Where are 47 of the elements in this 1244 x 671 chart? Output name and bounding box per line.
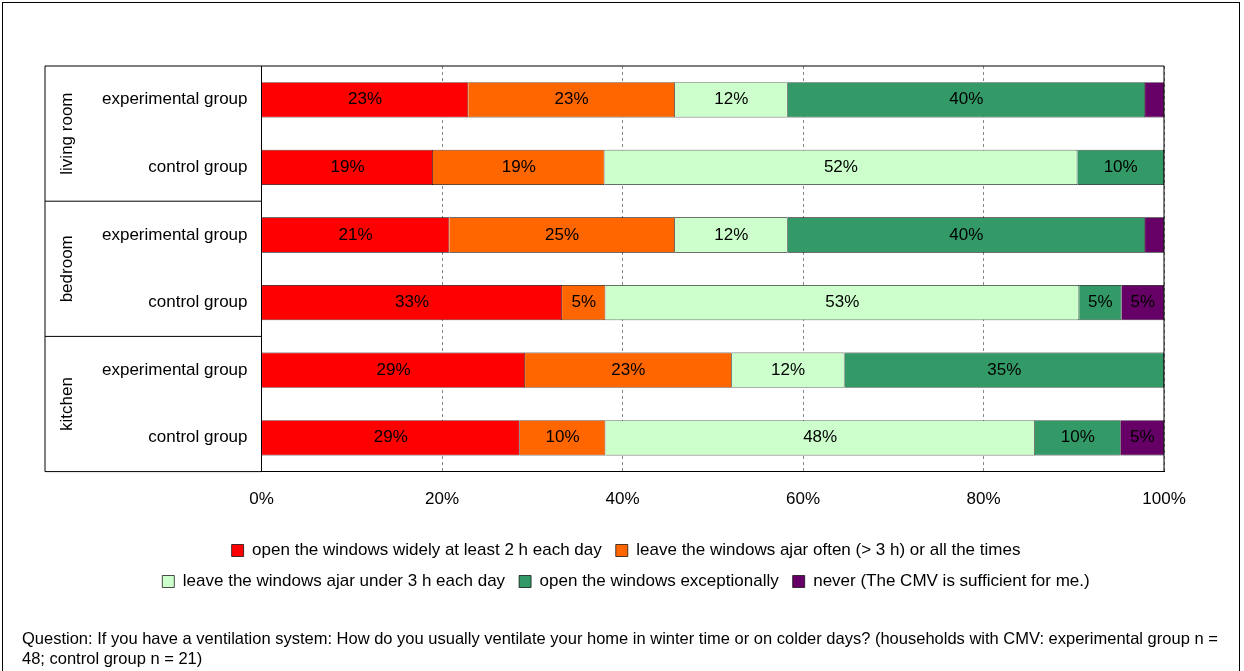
legend-label: leave the windows ajar often (> 3 h) or all the times xyxy=(636,540,1021,560)
y-tick-label: experimental group xyxy=(102,89,248,109)
data-label: 23% xyxy=(554,89,589,109)
data-label: 29% xyxy=(376,359,411,379)
data-label: 10% xyxy=(545,427,580,447)
data-label: 23% xyxy=(611,359,646,379)
y-tick-label: experimental group xyxy=(102,359,248,379)
data-label: 40% xyxy=(949,89,984,109)
data-label: 52% xyxy=(823,157,858,177)
data-label: 33% xyxy=(395,292,430,312)
x-tick-label: 0% xyxy=(249,489,274,509)
legend-label: leave the windows ajar under 3 h each day xyxy=(182,571,506,591)
x-tick-label: 60% xyxy=(786,489,821,509)
data-label: 29% xyxy=(373,427,408,447)
legend-label: open the windows exceptionally xyxy=(539,571,780,591)
x-tick-label: 80% xyxy=(966,489,1001,509)
data-label: 5% xyxy=(1088,292,1113,312)
data-label: 12% xyxy=(714,89,749,109)
data-label: 25% xyxy=(545,224,580,244)
text: Question: If you have a ventilation system: How do you usually ventilate your home in winter time or on colder days? (households with CMV: experimental group n = 48; control group n = 21) xyxy=(22,628,1219,668)
data-label: 23% xyxy=(348,89,383,109)
data-label: 35% xyxy=(987,359,1022,379)
data-label: 48% xyxy=(803,427,838,447)
data-label: 19% xyxy=(501,157,536,177)
data-label: 10% xyxy=(1103,157,1138,177)
data-label: 19% xyxy=(330,157,365,177)
text: kitchen xyxy=(56,377,76,431)
data-label: 5% xyxy=(1130,427,1155,447)
data-label: 12% xyxy=(771,359,806,379)
data-label: 12% xyxy=(714,224,749,244)
legend-label: open the windows widely at least 2 h each day xyxy=(252,540,603,560)
data-label: 5% xyxy=(1130,292,1156,312)
x-tick-label: 100% xyxy=(1142,489,1186,509)
y-tick-label: control group xyxy=(148,157,248,177)
y-tick-label: experimental group xyxy=(102,224,248,244)
y-tick-label: control group xyxy=(148,427,248,447)
data-label: 10% xyxy=(1060,427,1095,447)
text: bedroom xyxy=(56,235,76,303)
legend-label: never (The CMV is sufficient for me.) xyxy=(813,571,1090,591)
data-label: 5% xyxy=(571,292,596,312)
data-label: 40% xyxy=(949,224,984,244)
y-tick-label: control group xyxy=(148,292,248,312)
x-tick-label: 40% xyxy=(605,489,640,509)
text: living room xyxy=(56,92,76,175)
data-label: 21% xyxy=(338,224,373,244)
x-tick-label: 20% xyxy=(425,489,460,509)
data-label: 53% xyxy=(825,292,860,312)
